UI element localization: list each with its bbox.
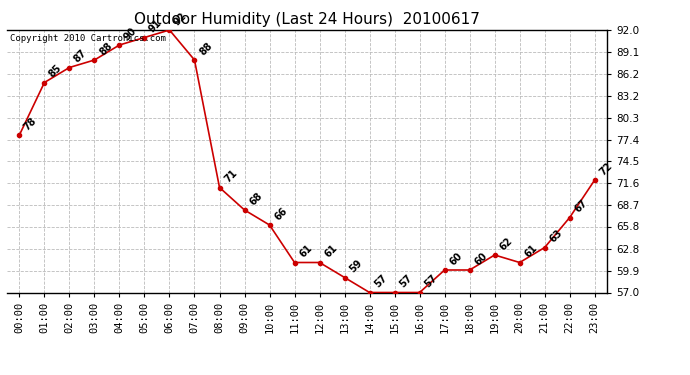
Text: 59: 59 [347, 258, 364, 275]
Text: Copyright 2010 Cartronics.com: Copyright 2010 Cartronics.com [10, 34, 166, 43]
Text: 78: 78 [22, 116, 39, 132]
Text: 57: 57 [373, 273, 389, 290]
Text: 67: 67 [573, 198, 589, 215]
Text: 87: 87 [72, 48, 89, 65]
Text: 68: 68 [247, 190, 264, 207]
Text: 57: 57 [422, 273, 439, 290]
Text: 57: 57 [397, 273, 414, 290]
Text: 62: 62 [497, 236, 514, 252]
Text: 63: 63 [547, 228, 564, 245]
Text: 85: 85 [47, 63, 64, 80]
Text: 61: 61 [297, 243, 314, 260]
Text: 92: 92 [172, 10, 189, 27]
Text: 61: 61 [322, 243, 339, 260]
Text: 88: 88 [197, 40, 214, 57]
Text: 66: 66 [273, 206, 289, 222]
Text: 61: 61 [522, 243, 539, 260]
Text: 91: 91 [147, 18, 164, 35]
Title: Outdoor Humidity (Last 24 Hours)  20100617: Outdoor Humidity (Last 24 Hours) 2010061… [134, 12, 480, 27]
Text: 71: 71 [222, 168, 239, 185]
Text: 90: 90 [122, 26, 139, 42]
Text: 88: 88 [97, 40, 114, 57]
Text: 60: 60 [447, 251, 464, 267]
Text: 72: 72 [598, 160, 614, 177]
Text: 60: 60 [473, 251, 489, 267]
